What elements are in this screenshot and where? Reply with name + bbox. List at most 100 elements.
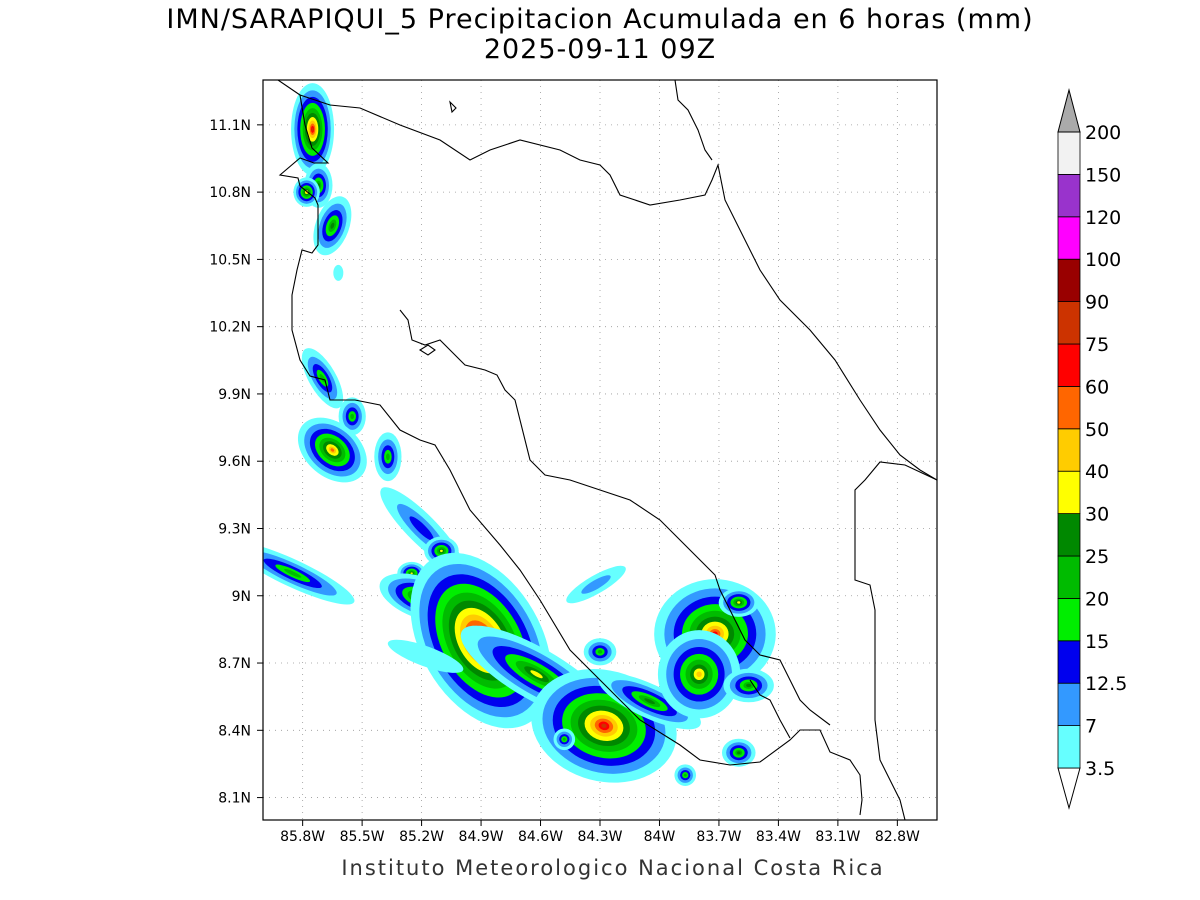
tick-label-lat: 9.6N [218, 454, 251, 470]
precip-contour [319, 374, 326, 383]
colorbar-level-label: 200 [1085, 122, 1121, 144]
colorbar-swatch [1057, 598, 1081, 642]
colorbar-level-label: 40 [1085, 461, 1109, 483]
precip-contour [284, 569, 302, 578]
precip-cell [674, 764, 697, 786]
colorbar-swatch [1057, 640, 1081, 684]
precip-cell [293, 177, 320, 207]
tick-label-lat: 10.5N [209, 252, 251, 268]
precip-cell [313, 196, 352, 256]
precip-contour [737, 601, 741, 604]
colorbar-min-arrow [1057, 767, 1081, 810]
precip-cells [263, 83, 776, 786]
tick-label-lat: 11.1N [209, 118, 251, 134]
coastline-pacific [277, 80, 863, 816]
colorbar-level-label: 150 [1085, 164, 1121, 186]
precip-contour [333, 264, 344, 281]
tick-label-lon: 85.8W [280, 829, 325, 845]
tick-label-lon: 84.9W [459, 829, 504, 845]
tick-label-lon: 84.6W [518, 829, 563, 845]
precip-contour [696, 671, 702, 678]
tick-label-lon: 84W [644, 829, 676, 845]
colorbar-swatch [1057, 555, 1081, 599]
precip-contour [530, 670, 543, 679]
precip-contour [330, 448, 335, 452]
colorbar-level-label: 50 [1085, 419, 1109, 441]
tick-label-lon: 83.7W [696, 829, 741, 845]
colorbar-swatch [1057, 131, 1081, 175]
tick-label-lat: 10.8N [209, 185, 251, 201]
chart-title: IMN/SARAPIQUI_5 Precipitacion Acumulada … [166, 4, 1034, 35]
tick-label-lon: 83.4W [756, 829, 801, 845]
colorbar-level-label: 20 [1085, 588, 1109, 610]
coastline-borders [277, 80, 937, 820]
osa-peninsula [749, 679, 791, 739]
colorbar-level-label: 12.5 [1085, 673, 1127, 695]
colorbar-level-label: 25 [1085, 546, 1109, 568]
precip-contour [737, 751, 741, 755]
tick-label-lat: 8.1N [218, 791, 251, 807]
tick-label-lon: 83.1W [815, 829, 860, 845]
precip-contour [440, 549, 443, 553]
precip-contour [410, 572, 413, 575]
precip-cell [718, 588, 759, 617]
precip-contour [746, 683, 752, 688]
nicaragua-border [299, 94, 937, 481]
tick-label-lat: 9.3N [218, 521, 251, 537]
precip-contour [597, 649, 603, 654]
credit-footer: Instituto Meteorologico Nacional Costa R… [341, 856, 885, 880]
colorbar-max-arrow [1057, 88, 1081, 133]
precip-cell [723, 668, 774, 703]
colorbar-level-label: 7 [1085, 716, 1097, 738]
colorbar-swatch [1057, 216, 1081, 260]
precip-cell [598, 672, 701, 730]
precip-cell [657, 630, 741, 719]
tick-label-lon: 82.8W [875, 829, 920, 845]
colorbar-level-label: 60 [1085, 376, 1109, 398]
tick-label-lat: 9.9N [218, 387, 251, 403]
precip-cell [333, 264, 344, 281]
tick-label-lon: 84.3W [577, 829, 622, 845]
caribbean-coast [674, 80, 713, 161]
precip-contour [387, 639, 464, 673]
precip-cell [263, 542, 355, 605]
island-marker [418, 344, 436, 356]
precip-cell [387, 639, 464, 673]
island-marker [449, 100, 457, 114]
panama-border [854, 461, 937, 820]
precip-contour [644, 698, 655, 705]
colorbar-swatch [1057, 173, 1081, 218]
precip-contour [350, 413, 355, 419]
tick-label-lon: 85.2W [399, 829, 444, 845]
chart-subtitle-datetime: 2025-09-11 09Z [483, 34, 717, 65]
precip-contour [601, 723, 607, 728]
precip-cell [553, 728, 576, 751]
precip-cell [291, 83, 335, 176]
precip-cell [583, 638, 617, 666]
colorbar-level-label: 15 [1085, 631, 1109, 653]
precip-cell [297, 417, 367, 483]
colorbar-level-label: 120 [1085, 207, 1121, 229]
tick-label-lat: 10.2N [209, 320, 251, 336]
colorbar-swatch [1057, 470, 1081, 515]
precip-cell [566, 565, 626, 604]
precip-contour [581, 575, 611, 594]
axis-ticks: 85.8W 85.5W 85.2W 84.9W 84.6W 84.3W 84W 83.7W 83… [209, 118, 920, 845]
tick-label-lat: 9N [232, 589, 251, 605]
colorbar-swatch [1057, 258, 1081, 303]
colorbar-level-label: 3.5 [1085, 758, 1115, 780]
colorbar-level-label: 100 [1085, 249, 1121, 271]
colorbar-swatch [1057, 428, 1081, 472]
colorbar-swatch [1057, 513, 1081, 557]
precip-contour [330, 222, 335, 229]
colorbar-swatch [1057, 682, 1081, 727]
precip-cell [338, 397, 366, 436]
colorbar-level-label: 30 [1085, 504, 1109, 526]
precip-contour [683, 773, 687, 777]
precip-cell [721, 738, 756, 767]
precip-cell [301, 348, 344, 409]
colorbar-swatch [1057, 725, 1081, 769]
precip-cell [374, 432, 402, 482]
tick-label-lat: 8.4N [218, 723, 251, 739]
